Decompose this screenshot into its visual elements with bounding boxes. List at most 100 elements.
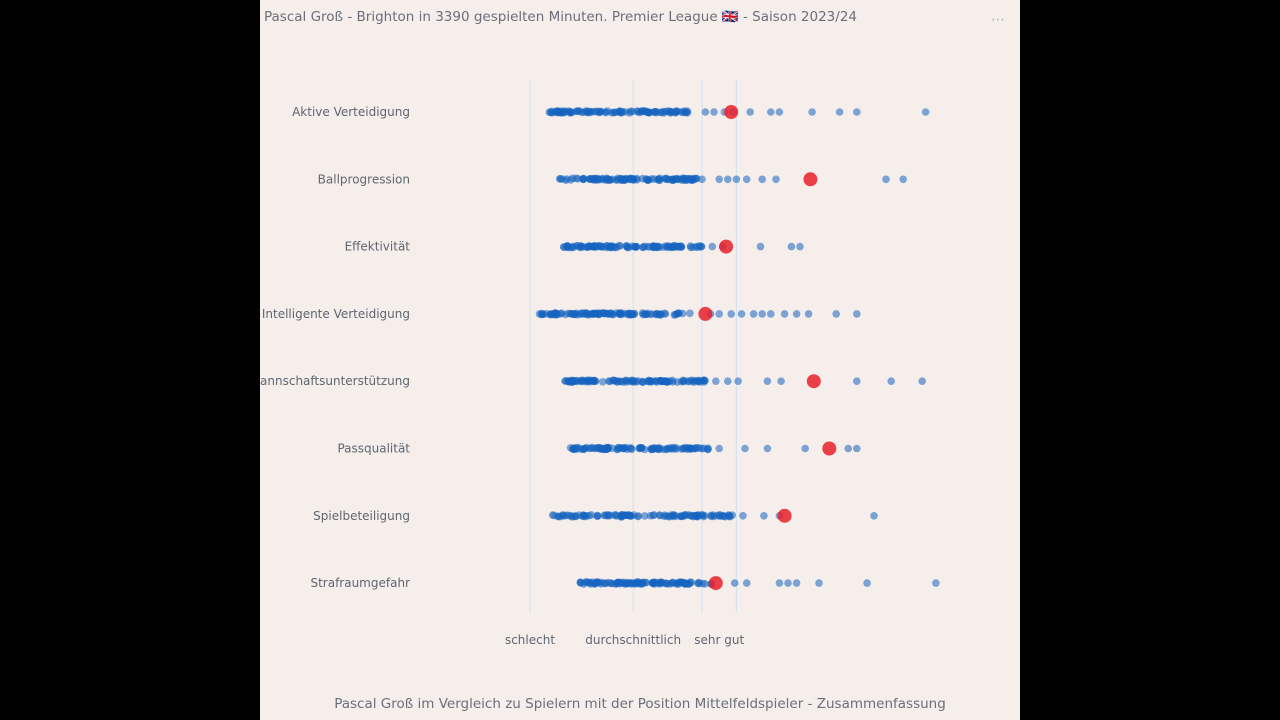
data-point (579, 174, 588, 183)
data-point (644, 242, 652, 251)
data-point (570, 310, 578, 319)
data-point (576, 578, 585, 586)
highlight-point[interactable] (777, 508, 792, 523)
data-point (645, 108, 653, 117)
highlight-point[interactable] (724, 105, 739, 119)
chart-footer: Pascal Groß im Vergleich zu Spielern mit… (334, 696, 946, 712)
data-point (698, 175, 706, 184)
data-point (695, 578, 703, 587)
data-point (758, 175, 766, 184)
data-point (629, 175, 638, 184)
data-point (582, 243, 591, 251)
data-point (772, 175, 780, 184)
data-point (784, 579, 792, 587)
data-point (700, 511, 709, 520)
highlight-point[interactable] (822, 441, 837, 456)
data-point (699, 376, 708, 385)
data-point (918, 377, 926, 386)
data-point (672, 310, 681, 318)
data-point (610, 376, 619, 385)
data-point (683, 109, 692, 117)
data-point (661, 511, 669, 519)
data-point (672, 512, 680, 520)
row-label: Intelligente Verteidigung (262, 307, 410, 321)
data-point (763, 377, 772, 386)
data-point (692, 174, 700, 183)
data-point (615, 579, 623, 587)
data-point (832, 310, 840, 318)
data-points (535, 105, 940, 591)
data-point (575, 511, 583, 519)
highlight-point[interactable] (806, 374, 821, 389)
data-point (853, 444, 861, 453)
data-point (787, 242, 796, 251)
data-point (687, 578, 695, 587)
data-point (698, 444, 706, 453)
data-point (666, 444, 675, 452)
data-point (655, 445, 664, 454)
data-point (626, 107, 635, 116)
data-point (652, 107, 660, 116)
data-point (685, 175, 693, 183)
data-point (601, 579, 610, 588)
series-2 (555, 172, 907, 187)
data-point (844, 444, 852, 453)
data-point (558, 175, 566, 183)
data-point (739, 512, 747, 520)
highlight-point[interactable] (803, 172, 818, 187)
data-point (863, 579, 871, 587)
data-point (730, 579, 739, 587)
data-point (853, 377, 861, 386)
data-point (680, 579, 689, 587)
data-point (835, 108, 844, 116)
more-options-icon[interactable]: ⋯ (991, 12, 1006, 28)
data-point (727, 310, 735, 318)
data-point (630, 378, 639, 386)
data-point (742, 175, 751, 184)
row-label: Mannschaftsunterstützung (260, 374, 410, 388)
data-point (801, 444, 809, 453)
data-point (644, 176, 652, 184)
chart-title: Pascal Groß - Brighton in 3390 gespielte… (264, 9, 857, 25)
data-point (570, 445, 579, 453)
data-point (659, 107, 668, 116)
data-point (716, 511, 725, 520)
data-point (548, 511, 557, 519)
series-6 (566, 441, 861, 456)
data-point (641, 578, 650, 587)
data-point (760, 512, 768, 520)
data-point (669, 378, 677, 386)
data-point (792, 579, 801, 587)
data-point (590, 242, 599, 250)
data-point (590, 310, 598, 318)
series-1 (545, 105, 930, 119)
data-point (853, 310, 861, 318)
data-point (614, 444, 623, 452)
data-point (887, 377, 895, 386)
data-point (724, 377, 732, 386)
data-point (585, 108, 594, 117)
data-point (607, 579, 616, 588)
data-point (574, 107, 583, 115)
data-point (623, 243, 632, 252)
row-labels: Aktive Verteidigung Ballprogression Effekt… (260, 105, 410, 590)
highlight-point[interactable] (708, 576, 723, 591)
data-point (701, 580, 709, 588)
row-label: Aktive Verteidigung (292, 105, 410, 119)
data-point (604, 512, 612, 520)
data-point (725, 511, 733, 520)
data-point (758, 310, 766, 318)
data-point (666, 107, 675, 116)
data-point (767, 108, 775, 116)
row-label: Strafraumgefahr (310, 576, 410, 590)
data-point (648, 445, 657, 454)
data-point (724, 175, 732, 184)
highlight-point[interactable] (719, 239, 734, 254)
data-point (616, 108, 624, 116)
data-point (780, 310, 789, 318)
row-label: Passqualität (337, 442, 410, 456)
data-point (715, 444, 723, 453)
highlight-point[interactable] (698, 306, 713, 321)
data-point (804, 310, 813, 318)
data-point (701, 108, 710, 116)
